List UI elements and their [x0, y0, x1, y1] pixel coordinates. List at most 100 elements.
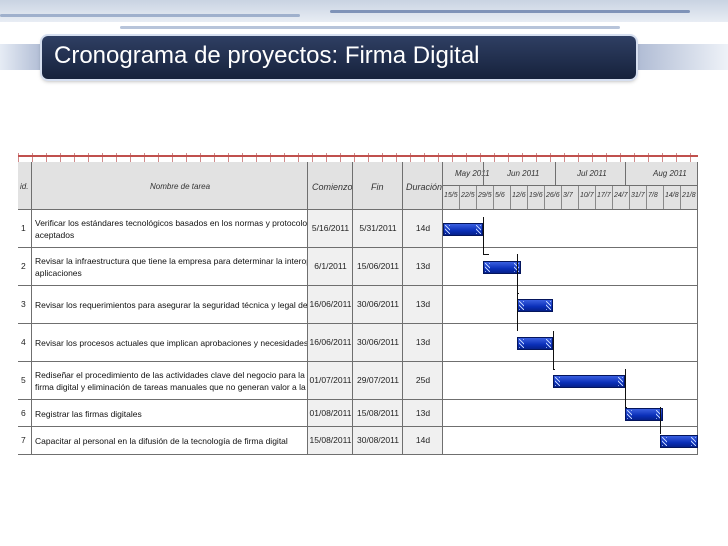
task-id: 4: [21, 337, 26, 347]
header-end-cell: Fin: [353, 162, 403, 210]
task-name-line: aplicaciones: [35, 268, 82, 278]
task-cell-end: 15/06/2011: [353, 248, 403, 286]
task-name-line: Revisar los procesos actuales que implic…: [35, 338, 308, 348]
task-duration: 14d: [415, 223, 431, 233]
task-cell-duration: 14d: [403, 427, 443, 455]
task-timeline-cell: [443, 362, 698, 400]
dependency-connector: [660, 407, 661, 434]
dependency-connector: [517, 254, 518, 293]
timeline-week-row: 15/5 22/5 29/5 5/6 12/6 19/6 26/6 3/7 10/7 17/7 24…: [443, 186, 698, 210]
task-cell-id: 1: [18, 210, 32, 248]
dependency-connector: [553, 331, 554, 369]
task-cell-end: 29/07/2011: [353, 362, 403, 400]
week-divider: [527, 186, 528, 209]
decorative-streak: [120, 26, 620, 29]
timeline-month-label: Jun 2011: [507, 169, 540, 178]
task-cell-id: 6: [18, 400, 32, 427]
timeline-month-label: May 2011: [455, 169, 490, 178]
task-cell-start: 15/08/2011: [308, 427, 353, 455]
dependency-connector: [517, 293, 518, 331]
gantt-grid: id. Nombre de tarea Comienzo Fin Duració…: [18, 162, 698, 455]
week-divider: [459, 186, 460, 209]
task-cell-name: Revisar la infraestructura que tiene la …: [32, 248, 308, 286]
task-duration: 14d: [415, 435, 431, 445]
task-cell-name: Registrar las firmas digitales: [32, 400, 308, 427]
task-timeline-cell: [443, 210, 698, 248]
task-cell-id: 7: [18, 427, 32, 455]
header-id-cell: id.: [18, 162, 32, 210]
ruler-line: [18, 155, 698, 157]
task-id: 3: [21, 299, 26, 309]
task-cell-start: 5/16/2011: [308, 210, 353, 248]
task-start: 01/08/2011: [309, 407, 352, 418]
task-cell-end: 15/08/2011: [353, 400, 403, 427]
task-duration: 25d: [415, 375, 431, 385]
task-duration: 13d: [415, 407, 431, 418]
task-end: 15/06/2011: [357, 261, 399, 271]
task-end: 5/31/2011: [359, 223, 397, 233]
task-id: 6: [21, 407, 26, 418]
week-divider: [663, 186, 664, 209]
task-name-line: Registrar las firmas digitales: [35, 408, 142, 419]
timeline-week-label: 31/7: [631, 192, 645, 199]
header-duration-cell: Duración: [403, 162, 443, 210]
task-cell-duration: 13d: [403, 248, 443, 286]
dependency-connector: [625, 407, 627, 408]
timeline-week-label: 12/6: [512, 192, 526, 199]
task-end: 30/08/2011: [357, 435, 399, 445]
header-duration: Duración: [406, 182, 443, 192]
task-cell-duration: 13d: [403, 324, 443, 362]
timeline-week-label: 5/6: [495, 192, 505, 199]
month-divider: [625, 162, 626, 185]
week-divider: [493, 186, 494, 209]
task-name-line: aceptados: [35, 230, 75, 240]
week-divider: [612, 186, 613, 209]
task-start: 16/06/2011: [309, 299, 352, 309]
task-start: 6/1/2011: [314, 261, 347, 271]
task-timeline-cell: [443, 248, 698, 286]
task-cell-start: 01/07/2011: [308, 362, 353, 400]
task-cell-end: 30/06/2011: [353, 324, 403, 362]
task-start: 15/08/2011: [309, 435, 352, 445]
timeline-week-label: 7/8: [648, 192, 658, 199]
timeline-week-label: 15/5: [444, 192, 458, 199]
gantt-bar: [443, 223, 483, 236]
task-name-line: Capacitar al personal en la difusión de …: [35, 436, 288, 446]
task-cell-end: 30/08/2011: [353, 427, 403, 455]
month-divider: [483, 162, 484, 185]
header-task-name: Nombre de tarea: [150, 182, 211, 191]
task-id: 7: [21, 435, 26, 445]
timeline-week-label: 22/5: [461, 192, 475, 199]
task-cell-end: 30/06/2011: [353, 286, 403, 324]
gantt-bar: [553, 375, 625, 388]
week-divider: [561, 186, 562, 209]
dependency-connector: [483, 254, 489, 255]
title-box: [42, 36, 636, 79]
decorative-streak: [0, 14, 300, 17]
task-start: 01/07/2011: [309, 375, 352, 385]
timeline-month-row: May 2011 Jun 2011 Jul 2011 Aug 2011: [443, 162, 698, 186]
dependency-connector: [483, 217, 484, 254]
timeline-week-label: 26/6: [546, 192, 560, 199]
week-divider: [544, 186, 545, 209]
gantt-chart: id. Nombre de tarea Comienzo Fin Duració…: [18, 153, 698, 455]
week-divider: [629, 186, 630, 209]
slide-header: Cronograma de proyectos: Firma Digital: [0, 0, 728, 95]
dependency-connector: [517, 293, 519, 294]
task-name-line: Rediseñar el procedimiento de las activi…: [35, 370, 307, 380]
ruler: [18, 153, 698, 162]
task-cell-duration: 13d: [403, 400, 443, 427]
task-duration: 13d: [415, 299, 431, 309]
task-start: 5/16/2011: [311, 223, 350, 233]
task-cell-start: 16/06/2011: [308, 324, 353, 362]
decorative-streak: [330, 10, 690, 13]
month-divider: [555, 162, 556, 185]
task-name-line: Revisar los requerimientos para asegurar…: [35, 300, 308, 310]
gantt-bar: [625, 407, 663, 421]
task-end: 30/06/2011: [357, 299, 399, 309]
task-cell-start: 6/1/2011: [308, 248, 353, 286]
task-end: 30/06/2011: [357, 337, 399, 347]
header-start-cell: Comienzo: [308, 162, 353, 210]
task-timeline-cell: [443, 324, 698, 362]
task-cell-start: 01/08/2011: [308, 400, 353, 427]
